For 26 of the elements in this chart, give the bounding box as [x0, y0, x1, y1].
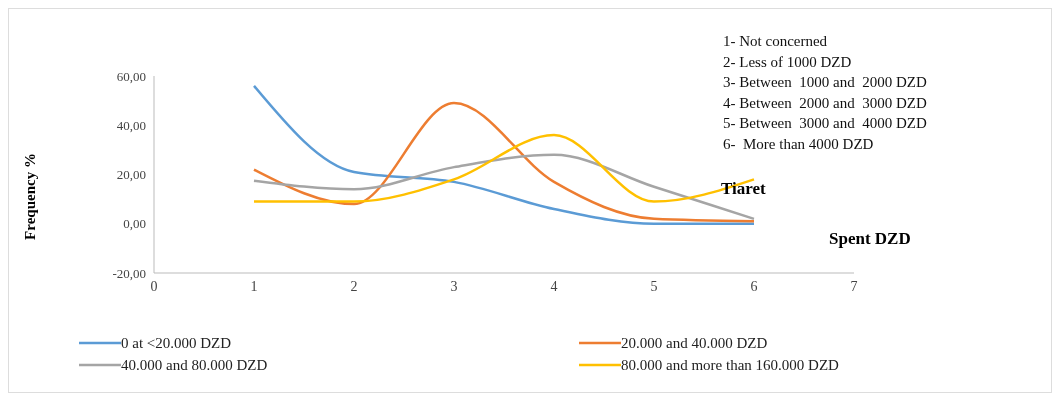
legend-label: 20.000 and 40.000 DZD	[621, 334, 768, 352]
y-tick-label: 40,00	[116, 117, 146, 133]
legend-label: 0 at <20.000 DZD	[121, 334, 232, 352]
x-tick-label: 3	[450, 278, 458, 294]
x-tick-label: 0	[150, 278, 158, 294]
y-tick-label: 60,00	[116, 68, 146, 84]
y-tick-label: 0,00	[123, 216, 146, 232]
legend-label: 80.000 and more than 160.000 DZD	[621, 356, 839, 374]
annotation: Tiaret	[721, 179, 766, 199]
annotation: 4- Between 2000 and 3000 DZD	[723, 93, 927, 113]
text: 1- Not concerned	[723, 32, 829, 51]
x-tick-label: 5	[650, 278, 658, 294]
annotation: 5- Between 3000 and 4000 DZD	[723, 114, 927, 133]
y-axis-title: Frequency %	[21, 152, 39, 240]
x-tick-label: 1	[250, 278, 258, 294]
text: 2- Less of 1000 DZD	[723, 52, 853, 72]
annotation: 3- Between 1000 and 2000 DZD	[723, 73, 927, 92]
y-tick-label: 20,00	[116, 167, 146, 183]
x-tick-label: 2	[350, 278, 358, 294]
annotation: 6- More than 4000 DZD	[723, 134, 875, 154]
y-tick-label: -20,00	[112, 265, 146, 281]
x-tick-label: 6	[750, 278, 758, 294]
x-tick-label: 4	[550, 278, 558, 294]
legend-label: 40.000 and 80.000 DZD	[121, 356, 268, 374]
x-axis-title: Spent DZD	[829, 229, 911, 249]
x-tick-label: 7	[850, 278, 858, 294]
